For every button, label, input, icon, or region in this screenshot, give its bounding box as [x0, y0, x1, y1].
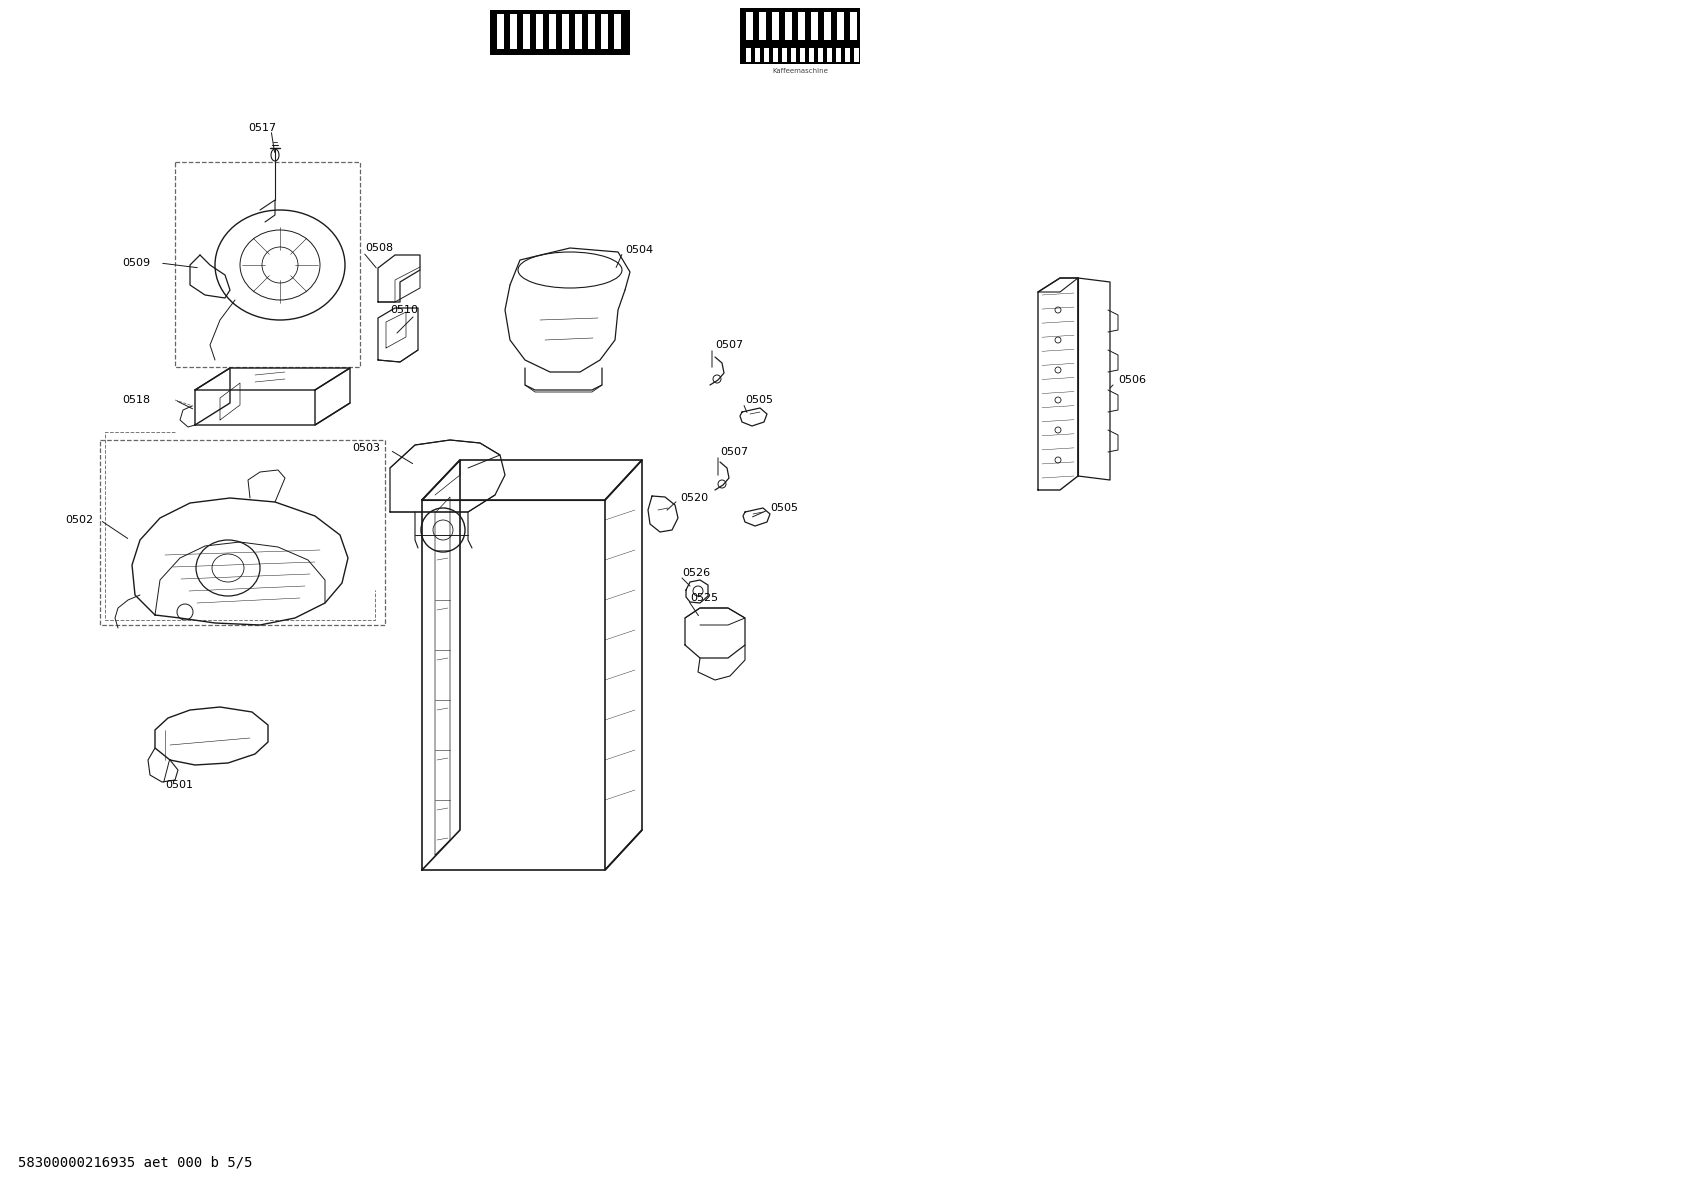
Text: 0510: 0510 [391, 305, 418, 314]
Text: 0504: 0504 [625, 245, 653, 255]
Bar [524, 14, 530, 49]
Text: 0520: 0520 [680, 493, 709, 503]
Text: 0507: 0507 [721, 447, 748, 457]
Text: 0503: 0503 [352, 443, 381, 453]
Bar [574, 14, 583, 49]
Text: 0506: 0506 [1118, 375, 1147, 385]
Bar [808, 48, 813, 62]
Bar [746, 48, 751, 62]
Bar [798, 12, 805, 40]
Text: 0508: 0508 [365, 243, 392, 252]
Bar [812, 12, 818, 40]
Text: 0505: 0505 [770, 503, 798, 513]
Bar [562, 14, 569, 49]
Text: 0505: 0505 [744, 395, 773, 405]
Bar [549, 14, 556, 49]
Text: 0501: 0501 [165, 780, 194, 790]
Bar [800, 48, 805, 62]
Text: 0518: 0518 [121, 395, 150, 405]
Bar [837, 12, 844, 40]
Bar [785, 12, 791, 40]
Text: 0517: 0517 [248, 123, 276, 133]
Text: 0507: 0507 [716, 339, 743, 350]
Bar [746, 12, 753, 40]
Bar [175, 162, 360, 367]
Bar [827, 48, 832, 62]
Bar [739, 8, 861, 46]
Text: 0509: 0509 [121, 258, 150, 268]
Bar [588, 14, 594, 49]
Text: Kaffeemaschine: Kaffeemaschine [771, 68, 829, 74]
Bar [854, 48, 859, 62]
Text: 0526: 0526 [682, 568, 711, 578]
Bar [781, 48, 786, 62]
Text: 0502: 0502 [66, 515, 93, 525]
Text: 0525: 0525 [690, 593, 717, 603]
Bar [497, 14, 504, 49]
Bar [765, 48, 770, 62]
Bar [754, 48, 759, 62]
Bar [601, 14, 608, 49]
Bar [536, 14, 542, 49]
Text: 58300000216935 aet 000 b 5/5: 58300000216935 aet 000 b 5/5 [19, 1156, 253, 1170]
Bar [791, 48, 797, 62]
Bar [823, 12, 830, 40]
Bar [490, 10, 630, 55]
Bar [773, 48, 778, 62]
Bar [835, 48, 840, 62]
Bar [845, 48, 850, 62]
Bar [739, 46, 861, 64]
Bar [510, 14, 517, 49]
Bar [99, 439, 386, 625]
Bar [771, 12, 780, 40]
Bar [850, 12, 857, 40]
Bar [818, 48, 823, 62]
Bar [759, 12, 766, 40]
Bar [615, 14, 621, 49]
